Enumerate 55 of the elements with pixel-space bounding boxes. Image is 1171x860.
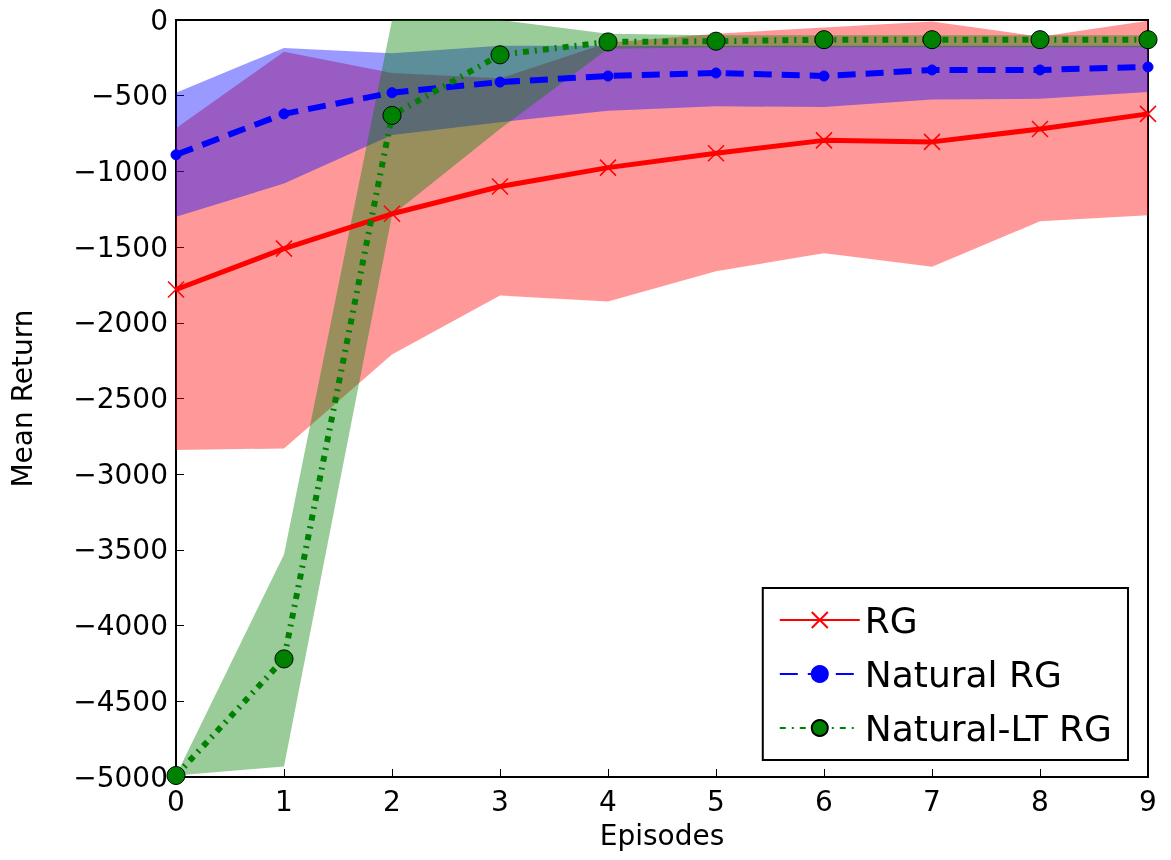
point [491,177,509,196]
point [1030,30,1050,50]
y-tick-label: −3000 [73,457,168,491]
point [275,239,293,258]
y-tick-label: −5000 [73,760,168,794]
x-tick-label: 8 [1031,784,1049,818]
point [818,70,830,82]
point [710,67,722,79]
legend-label: RG [864,599,918,641]
point [706,31,726,51]
y-axis-title: Mean Return [5,309,39,488]
x-tick-label: 6 [815,784,833,818]
point [1138,30,1158,50]
point [1139,105,1157,123]
point [386,87,398,99]
point [814,30,834,50]
point [1031,120,1049,138]
point [278,108,290,120]
x-tick-label: 4 [599,784,617,818]
point [707,144,725,162]
point [598,32,618,52]
point [815,131,833,150]
y-tick-label: −4000 [73,609,168,643]
point [602,70,614,82]
y-tick-label: −3500 [73,533,168,567]
y-tick-label: −4500 [73,684,168,718]
point [599,158,617,177]
point [382,105,402,125]
point [923,133,941,151]
legend-label: Natural-LT RG [864,707,1112,749]
legend-label: Natural RG [864,653,1062,695]
point [166,765,186,785]
y-tick-label: 0 [150,3,168,37]
y-tick-label: −500 [91,79,168,113]
x-tick-label: 5 [707,784,725,818]
y-tick-label: −1500 [73,230,168,264]
x-tick-label: 1 [275,784,293,818]
point [274,649,294,669]
point [494,76,506,88]
point [922,30,942,50]
point [167,280,185,299]
x-tick-label: 7 [923,784,941,818]
x-tick-label: 2 [383,784,401,818]
y-tick-label: −1000 [73,154,168,188]
x-tick-label: 9 [1139,784,1157,818]
y-tick-label: −2000 [73,306,168,340]
x-tick-label: 3 [491,784,509,818]
point [170,149,182,161]
point [1142,61,1154,73]
point [490,45,510,65]
y-tick-label: −2500 [73,382,168,415]
point [383,205,401,223]
point [1034,64,1046,76]
x-axis-title: Episodes [599,818,725,852]
point [926,64,938,76]
